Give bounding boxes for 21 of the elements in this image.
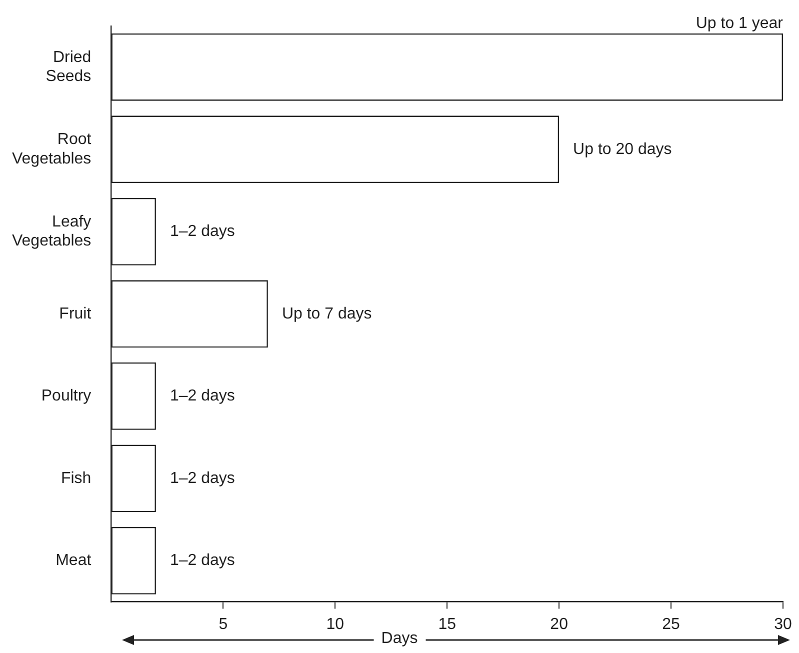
data-label: Up to 1 year xyxy=(696,14,784,32)
y-tick-label: Poultry xyxy=(41,388,92,405)
y-tick-label: Meat xyxy=(56,552,92,570)
x-axis-title: Days xyxy=(373,628,426,650)
x-tick-label: 30 xyxy=(774,616,792,633)
y-tick-label: Fish xyxy=(60,470,92,487)
data-label: 1–2 days xyxy=(170,223,235,240)
data-label: Up to 20 days xyxy=(573,140,672,158)
y-tick-label: Dried Seeds xyxy=(46,48,92,86)
x-tick-label: 20 xyxy=(550,616,568,633)
y-tick-label: Leafy Vegetables xyxy=(12,213,92,250)
x-tick-label: 15 xyxy=(438,616,456,633)
y-tick-label: Fruit xyxy=(59,305,92,322)
x-tick-label: 25 xyxy=(662,616,680,633)
data-label: 1–2 days xyxy=(170,470,235,487)
data-label: 1–2 days xyxy=(170,388,235,405)
data-label: 1–2 days xyxy=(170,552,235,570)
x-tick-label: 10 xyxy=(326,616,344,633)
y-tick-label: Root Vegetables xyxy=(12,131,92,168)
x-tick-label: 5 xyxy=(218,616,228,633)
data-label: Up to 7 days xyxy=(282,305,372,322)
